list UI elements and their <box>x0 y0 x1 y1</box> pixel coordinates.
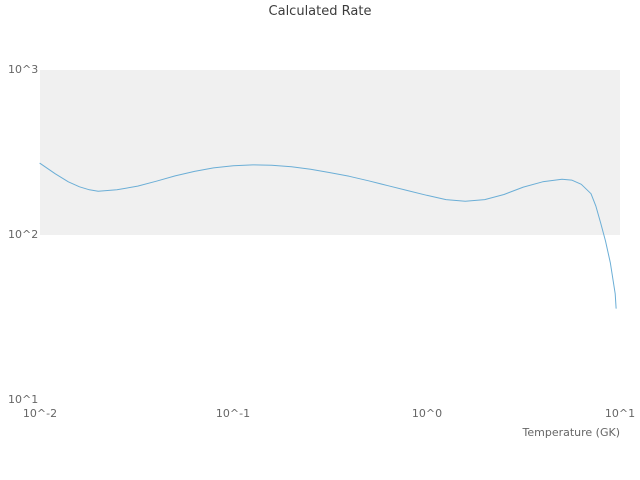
x-tick-label-0.1: 10^-1 <box>215 407 251 420</box>
chart-title: Calculated Rate <box>268 4 372 19</box>
y-tick-label-100: 10^2 <box>8 228 39 241</box>
y-tick-label-10: 10^1 <box>8 393 39 406</box>
x-tick-label-10: 10^1 <box>604 407 636 420</box>
y-tick-label-1000: 10^3 <box>8 63 39 76</box>
x-tick-label-1: 10^0 <box>411 407 443 420</box>
x-axis-label: Temperature (GK) <box>522 426 621 439</box>
x-tick-label-0.01: 10^-2 <box>22 407 58 420</box>
decade-band <box>40 70 620 235</box>
rate-line <box>39 162 617 309</box>
